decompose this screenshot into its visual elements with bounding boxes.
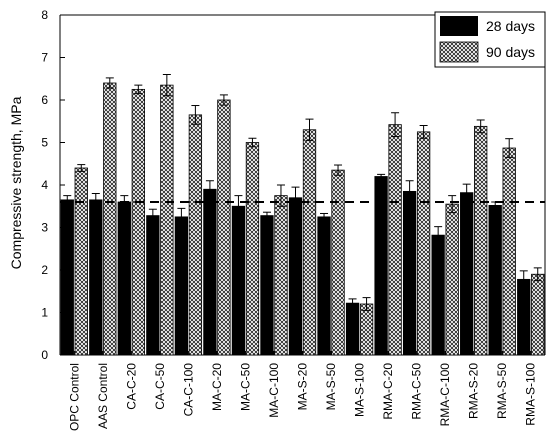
x-tick-label: RMA-S-20	[467, 363, 481, 419]
y-tick-label: 3	[41, 221, 48, 235]
bar-90-days	[245, 142, 260, 356]
bar-28-days	[146, 215, 160, 356]
x-tick-label: MA-S-20	[296, 363, 310, 411]
x-tick-label: CA-C-20	[124, 363, 138, 410]
bar-28-days	[460, 192, 474, 356]
bar-28-days	[203, 188, 217, 356]
x-tick-label: RMA-S-100	[524, 363, 538, 426]
x-tick-label: MA-C-100	[267, 363, 281, 418]
x-tick-label: RMA-C-100	[438, 363, 452, 427]
legend-swatch-28-days	[440, 16, 478, 36]
y-tick-label: 7	[41, 51, 48, 65]
bar-28-days	[231, 205, 246, 356]
bar-90-days	[188, 114, 203, 356]
bar-28-days	[288, 197, 303, 356]
x-tick-label: MA-S-50	[324, 363, 338, 411]
bar-28-days	[89, 199, 103, 356]
bar-28-days	[317, 216, 331, 356]
bar-28-days	[60, 199, 74, 356]
x-tick-label: RMA-S-50	[495, 363, 509, 419]
x-tick-label: AAS Control	[96, 363, 110, 429]
bar-28-days	[174, 216, 189, 356]
bar-90-days	[502, 147, 516, 356]
bar-90-days	[160, 84, 174, 356]
bar-28-days	[488, 204, 502, 356]
bar-90-days	[474, 125, 488, 356]
bar-90-days	[274, 195, 288, 356]
legend-swatch-90-days	[439, 41, 479, 63]
bar-90-days	[359, 303, 374, 356]
bar-90-days	[331, 169, 345, 356]
y-tick-label: 0	[41, 348, 48, 362]
y-tick-label: 8	[41, 8, 48, 22]
y-tick-label: 5	[41, 136, 48, 150]
y-tick-label: 4	[41, 178, 48, 192]
bar-28-days	[374, 176, 388, 356]
x-tick-label: MA-C-50	[238, 363, 252, 411]
bar-28-days	[402, 190, 417, 356]
x-tick-label: OPC Control	[67, 363, 81, 431]
bar-28-days	[260, 215, 274, 356]
x-tick-label: MA-S-100	[353, 363, 367, 417]
y-tick-label: 6	[41, 93, 48, 107]
x-tick-label: MA-C-20	[210, 363, 224, 411]
bar-28-days	[345, 302, 360, 356]
plot-area: 0 1 2 3 4 5 6 7 8 OPC Control AAS Control CA-C-20 CA…	[41, 8, 546, 431]
legend-label-28-days: 28 days	[486, 18, 535, 34]
x-tick-label: CA-C-100	[181, 363, 195, 417]
bar-90-days	[388, 124, 402, 356]
bar-90-days	[103, 82, 117, 356]
bar-90-days	[131, 88, 145, 356]
bar-28-days	[517, 278, 531, 356]
bar-90-days	[531, 273, 545, 356]
bar-90-days	[217, 99, 231, 356]
bar-90-days	[302, 129, 317, 356]
bar-90-days	[416, 131, 431, 356]
x-tick-label: RMA-C-20	[381, 363, 395, 420]
y-tick-label: 2	[41, 263, 48, 277]
legend: 28 days 90 days	[434, 11, 546, 68]
bar-28-days	[431, 234, 445, 356]
y-tick-label: 1	[41, 306, 48, 320]
x-tick-label: CA-C-50	[153, 363, 167, 410]
bar-90-days	[74, 167, 88, 356]
bar-28-days	[117, 201, 131, 356]
bar-90-days	[445, 203, 459, 356]
legend-label-90-days: 90 days	[486, 44, 535, 60]
x-tick-label: RMA-C-50	[410, 363, 424, 420]
y-axis-title: Compressive strength, MPa	[8, 96, 24, 269]
